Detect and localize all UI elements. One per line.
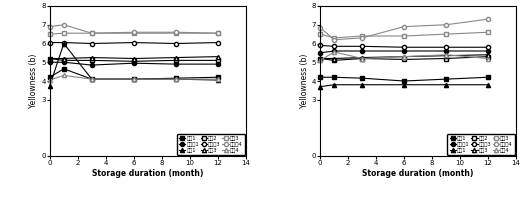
X-axis label: Storage duration (month): Storage duration (month) [92,169,203,178]
X-axis label: Storage duration (month): Storage duration (month) [363,169,474,178]
Y-axis label: Yellowness (b): Yellowness (b) [29,54,38,108]
Legend: 상관1, 연가루1, 신길1, 상관2, 연가루3, 신길3, 상관3, 연가루4, 신길4: 상관1, 연가루1, 신길1, 상관2, 연가루3, 신길3, 상관3, 연가루… [177,134,245,155]
Legend: 상관1, 연가루1, 신길1, 상관2, 연가루3, 신길3, 상관3, 연가루4, 신길4: 상관1, 연가루1, 신길1, 상관2, 연가루3, 신길3, 상관3, 연가루… [447,134,515,155]
Y-axis label: Yellowness (b): Yellowness (b) [300,54,309,108]
